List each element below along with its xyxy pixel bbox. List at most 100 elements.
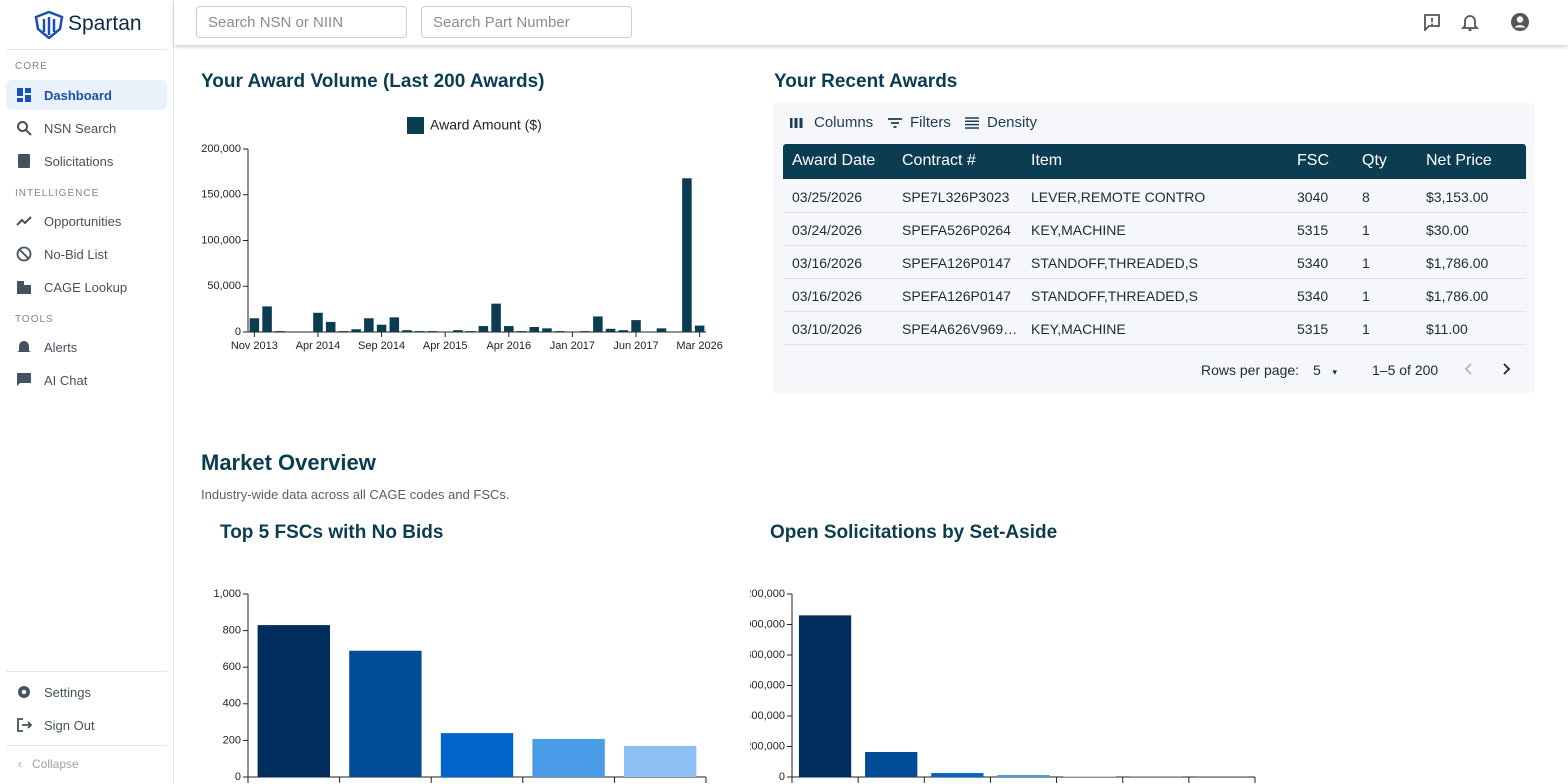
y-tick-label: 600 — [223, 661, 241, 673]
table-cell: SPE7L326P3023 — [902, 189, 1010, 205]
bar — [491, 303, 501, 332]
bar — [798, 615, 852, 777]
bar — [694, 325, 705, 332]
nav-label: NSN Search — [44, 120, 117, 136]
x-tick-label: Sep 2014 — [358, 340, 405, 352]
bar — [931, 773, 984, 777]
table-cell: $1,786.00 — [1426, 288, 1489, 304]
nav-item[interactable]: AI Chat — [6, 365, 167, 395]
column-header[interactable]: FSC — [1297, 152, 1329, 169]
nav-item[interactable]: NSN Search — [6, 113, 167, 143]
legend-swatch — [407, 117, 424, 134]
column-header[interactable]: Contract # — [902, 152, 976, 169]
nav-item[interactable]: CAGE Lookup — [6, 272, 167, 302]
next-page[interactable] — [1500, 362, 1512, 376]
top-bar: Search NSN or NIIN Search Part Number — [174, 0, 1568, 45]
nav-label: Dashboard — [44, 87, 112, 103]
y-tick-label: 200,000 — [201, 143, 241, 155]
table-cell: 5315 — [1297, 222, 1329, 238]
table-cell: STANDOFF,THREADED,S — [1031, 255, 1198, 271]
column-header[interactable]: Item — [1031, 152, 1063, 169]
bar — [465, 331, 476, 332]
table-cell: SPEFA526P0264 — [902, 222, 1011, 238]
bar — [605, 328, 616, 332]
bar — [313, 312, 323, 332]
column-header[interactable]: Award Date — [792, 152, 876, 169]
table-cell: 3040 — [1297, 189, 1329, 205]
nav-icon — [17, 281, 31, 294]
table-cell: 03/10/2026 — [792, 321, 863, 337]
bar — [427, 331, 438, 332]
nav-label: No-Bid List — [44, 246, 108, 262]
nav-item[interactable]: Dashboard — [6, 80, 167, 110]
data-grid: Columns Filters Density Award Date Contra… — [773, 103, 1535, 393]
y-tick-label: 150,000 — [201, 189, 241, 201]
bar — [351, 329, 361, 332]
column-header[interactable]: Net Price — [1426, 152, 1492, 169]
y-tick-label: 400 — [223, 698, 241, 710]
nav-label: Opportunities — [44, 213, 122, 229]
table-cell: 03/24/2026 — [792, 222, 863, 238]
nav-section-label: INTELLIGENCE — [15, 188, 100, 199]
legend-label: Award Amount ($) — [430, 117, 542, 133]
notifications-icon[interactable] — [1461, 13, 1479, 31]
nav-label: Settings — [44, 684, 91, 700]
collapse-button[interactable]: ‹ Collapse — [18, 757, 79, 771]
nav-label: Sign Out — [44, 717, 95, 733]
rows-per-page-select[interactable]: 5 ▾ — [1313, 362, 1337, 378]
section-title: Market Overview — [201, 450, 376, 475]
rows-per-page-label: Rows per page: — [1201, 362, 1300, 378]
nav-icon — [17, 121, 32, 136]
filters-button[interactable]: Filters — [888, 114, 951, 131]
bar — [376, 324, 387, 332]
table-cell: 03/25/2026 — [792, 189, 863, 205]
nav-item[interactable]: Solicitations — [6, 146, 167, 176]
nav-icon — [16, 216, 32, 226]
nsn-search[interactable]: Search NSN or NIIN — [196, 6, 407, 38]
nav-label: AI Chat — [44, 372, 88, 388]
bar — [624, 745, 697, 777]
table-cell: $30.00 — [1426, 222, 1469, 238]
nav-icon — [17, 88, 31, 102]
account-icon[interactable] — [1510, 12, 1530, 32]
x-tick-label: Nov 2013 — [231, 340, 278, 352]
pagination-range: 1–5 of 200 — [1372, 362, 1439, 378]
bar — [593, 316, 603, 332]
column-header[interactable]: Qty — [1362, 152, 1387, 169]
table-cell: 03/16/2026 — [792, 255, 863, 271]
bar — [338, 331, 349, 332]
y-tick-label: 800 — [223, 625, 241, 637]
bar — [249, 318, 260, 332]
table-cell: KEY,MACHINE — [1031, 321, 1126, 337]
bar — [325, 321, 336, 332]
y-tick-label: 100,000 — [201, 234, 241, 246]
chart-title: Open Solicitations by Set-Aside — [770, 522, 1058, 543]
columns-button[interactable]: Columns — [790, 114, 873, 131]
prev-page[interactable] — [1463, 362, 1475, 376]
bar — [440, 733, 514, 777]
nav-item[interactable]: No-Bid List — [6, 239, 167, 269]
table-cell: SPEFA126P0147 — [902, 255, 1011, 271]
brand-logo — [34, 11, 64, 39]
collapse-label: Collapse — [32, 757, 79, 771]
bar — [997, 775, 1050, 777]
nav-item[interactable]: Opportunities — [6, 206, 167, 236]
bar — [349, 650, 422, 777]
part-search[interactable]: Search Part Number — [421, 6, 632, 38]
nav-item[interactable]: Sign Out — [6, 710, 167, 740]
table-cell: 8 — [1362, 189, 1370, 205]
table-cell: LEVER,REMOTE CONTRO — [1031, 189, 1206, 205]
nav-item[interactable]: Alerts — [6, 332, 167, 362]
y-tick-label: 800,000 — [750, 649, 785, 661]
y-tick-label: 0 — [779, 771, 785, 783]
bar — [257, 625, 330, 777]
nav-icon — [17, 373, 31, 386]
density-button[interactable]: Density — [965, 114, 1037, 131]
feedback-icon[interactable] — [1423, 13, 1441, 31]
x-tick-label: Mar 2026 — [676, 340, 722, 352]
table-header — [783, 144, 1526, 179]
x-tick-label: Apr 2015 — [423, 340, 468, 352]
nav-item[interactable]: Settings — [6, 677, 167, 707]
rows-per-page-value: 5 — [1313, 362, 1321, 378]
